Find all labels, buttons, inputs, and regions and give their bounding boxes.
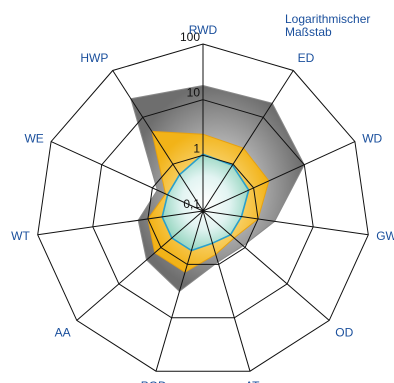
- axis-spoke: [202, 141, 356, 212]
- axis-spoke: [202, 210, 369, 236]
- category-label: ED: [298, 51, 315, 65]
- axis-spoke: [202, 70, 294, 212]
- axis-spoke: [37, 210, 204, 236]
- grid-ring: [147, 154, 259, 265]
- ring-tick-label: 1: [193, 141, 200, 155]
- category-label: OD: [335, 326, 353, 340]
- scale-note-line1: Logarithmischer: [285, 12, 371, 26]
- axis-spoke: [50, 141, 204, 212]
- category-label: WE: [24, 131, 43, 145]
- category-label: POD: [141, 379, 167, 383]
- grid-layer: [37, 43, 369, 372]
- grid-ring: [37, 43, 369, 372]
- category-label: HWP: [80, 51, 108, 65]
- ring-tick-label: 0,1: [183, 197, 200, 211]
- axis-spoke: [202, 210, 251, 372]
- category-label: AA: [55, 326, 71, 340]
- category-label: AT: [245, 379, 260, 383]
- series-area-blue: [161, 153, 250, 252]
- category-label: WT: [11, 229, 30, 243]
- category-label: GW: [376, 229, 394, 243]
- axis-spoke: [155, 210, 204, 372]
- ring-tick-label: 100: [180, 30, 200, 44]
- ring-tick-label: 10: [187, 86, 201, 100]
- axis-spoke: [202, 210, 330, 321]
- grid-ring: [92, 99, 314, 319]
- scale-note-line2: Maßstab: [285, 25, 332, 39]
- category-label: RWD: [189, 23, 218, 37]
- axis-spoke: [112, 70, 204, 212]
- axis-spoke: [76, 210, 204, 321]
- scale-note: Logarithmischer Maßstab: [285, 13, 393, 39]
- category-label: WD: [362, 131, 382, 145]
